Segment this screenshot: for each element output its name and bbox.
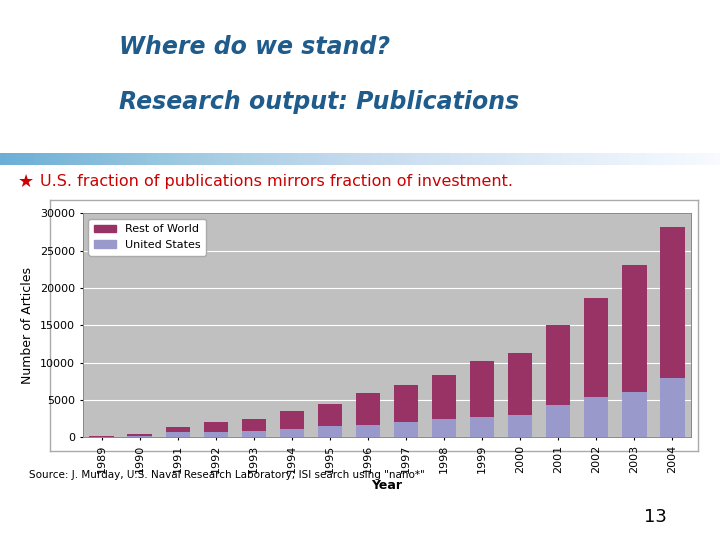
Text: Research output: Publications: Research output: Publications — [119, 90, 519, 114]
Bar — [318, 426, 342, 437]
Bar — [356, 393, 380, 424]
Legend: Rest of World, United States: Rest of World, United States — [89, 219, 206, 255]
Bar — [241, 431, 266, 437]
Bar — [546, 325, 570, 406]
Bar — [204, 432, 228, 437]
Bar — [279, 429, 305, 437]
Bar — [622, 392, 647, 437]
Bar — [660, 379, 685, 437]
Bar — [394, 422, 418, 437]
Bar — [660, 227, 685, 379]
Bar — [584, 299, 608, 397]
Bar — [432, 375, 456, 418]
Bar — [127, 434, 152, 436]
Bar — [394, 385, 418, 422]
Bar — [432, 418, 456, 437]
Bar — [318, 404, 342, 426]
Bar — [584, 397, 608, 437]
Bar — [622, 265, 647, 392]
Text: U.S. fraction of publications mirrors fraction of investment.: U.S. fraction of publications mirrors fr… — [40, 174, 513, 189]
Bar — [356, 424, 380, 437]
X-axis label: Year: Year — [372, 479, 402, 492]
Bar — [469, 417, 495, 437]
Text: 13: 13 — [644, 508, 667, 526]
Bar — [204, 422, 228, 432]
Text: Source: J. Murday, U.S. Naval Research Laboratory; ISI search using "nano*": Source: J. Murday, U.S. Naval Research L… — [29, 470, 425, 480]
Bar — [279, 410, 305, 429]
Text: ★: ★ — [18, 172, 34, 191]
Bar — [546, 406, 570, 437]
Bar — [166, 432, 190, 437]
Bar — [469, 361, 495, 417]
Bar — [127, 436, 152, 437]
Bar — [166, 427, 190, 432]
Bar — [89, 436, 114, 437]
Bar — [508, 353, 533, 415]
Bar — [508, 415, 533, 437]
Y-axis label: Number of Articles: Number of Articles — [22, 267, 35, 384]
Bar — [241, 418, 266, 431]
Text: Where do we stand?: Where do we stand? — [119, 35, 390, 58]
